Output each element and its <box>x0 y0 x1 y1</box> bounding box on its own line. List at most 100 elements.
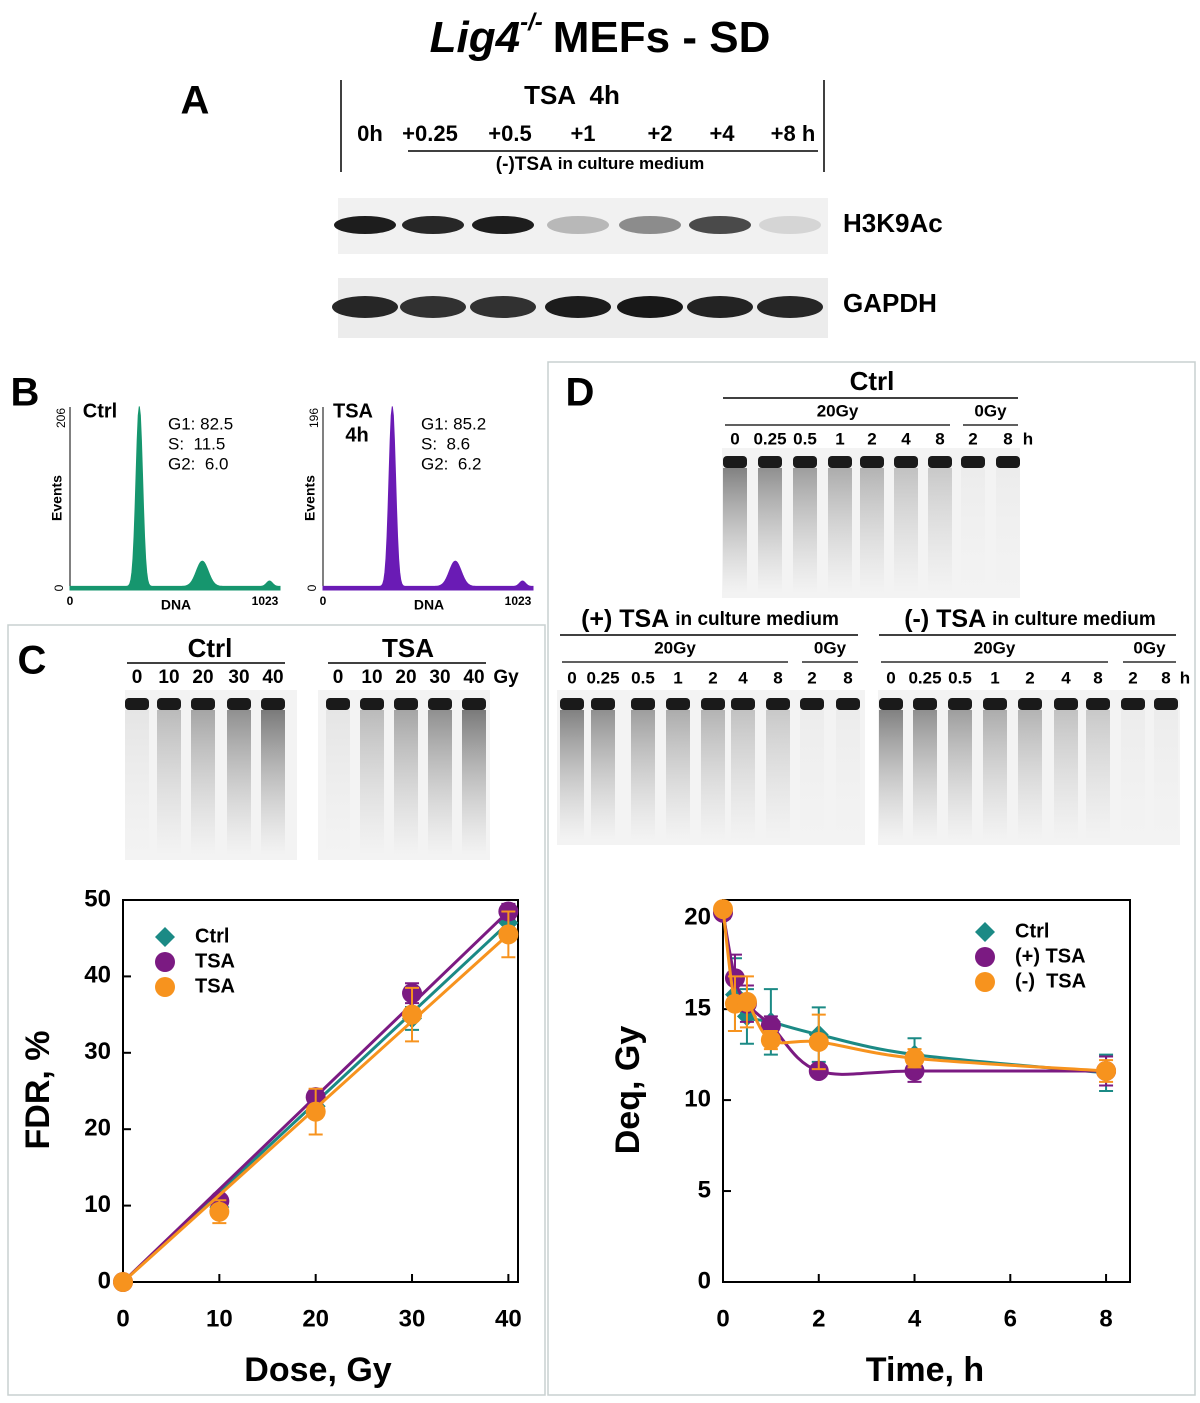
y-tick-label: 20 <box>684 904 711 931</box>
lane-label: 1 <box>835 429 844 448</box>
x-tick-label: 40 <box>495 1305 522 1332</box>
smear <box>191 710 215 855</box>
legend-marker <box>975 922 995 942</box>
smear <box>157 710 181 855</box>
smear <box>879 710 903 840</box>
band <box>687 296 753 318</box>
panel-label: B <box>11 371 40 415</box>
well-band <box>591 698 615 710</box>
band <box>402 216 464 234</box>
smear <box>913 710 937 840</box>
lane-label: 0.5 <box>948 668 972 687</box>
smear <box>1054 710 1078 840</box>
smear <box>723 468 747 593</box>
x-tick-label: 4 <box>908 1305 922 1332</box>
smear <box>961 468 985 593</box>
smear <box>836 710 860 840</box>
well-band <box>394 698 418 710</box>
y-axis-label: Deq, Gy <box>609 1026 647 1155</box>
gel-note: in culture medium <box>992 609 1156 630</box>
panel-label: D <box>566 371 595 415</box>
x-max: 1023 <box>252 594 279 608</box>
legend-marker <box>975 972 995 992</box>
medium-note: in culture medium <box>558 154 704 173</box>
smear <box>948 710 972 840</box>
lane-label: 30 <box>228 667 249 688</box>
marker <box>113 1272 133 1292</box>
band <box>757 296 823 318</box>
lane-label: 0.5 <box>793 429 817 448</box>
legend-label: Ctrl <box>1015 920 1049 942</box>
lane-label: +1 <box>570 121 595 146</box>
smear <box>360 710 384 855</box>
well-band <box>879 698 903 710</box>
gene: Lig4 <box>430 13 520 62</box>
well-band <box>894 456 918 468</box>
band <box>400 296 466 318</box>
band <box>545 296 611 318</box>
y-min: 0 <box>305 584 319 591</box>
smear <box>928 468 952 593</box>
well-band <box>723 456 747 468</box>
legend-label: TSA <box>195 950 235 972</box>
x-tick-label: 8 <box>1099 1305 1112 1332</box>
lane-label: 8 <box>773 668 782 687</box>
legend-label: (-) TSA <box>1015 970 1086 992</box>
smear <box>227 710 251 855</box>
x-tick-label: 20 <box>302 1305 329 1332</box>
marker <box>808 1031 829 1052</box>
stat: G2: 6.2 <box>421 454 481 473</box>
lane-label: 2 <box>1128 668 1137 687</box>
marker <box>498 924 519 945</box>
unit-label: Gy <box>493 667 519 688</box>
well-band <box>948 698 972 710</box>
panel-frame <box>7 624 546 1396</box>
well-band <box>701 698 725 710</box>
stat: S: 8.6 <box>421 434 470 453</box>
well-band <box>462 698 486 710</box>
lane-label: 0 <box>567 668 576 687</box>
smear <box>758 468 782 593</box>
gel-note: in culture medium <box>675 609 839 630</box>
plot-frame <box>722 899 1131 1283</box>
legend-marker <box>155 952 175 972</box>
well-band <box>928 456 952 468</box>
well-band <box>800 698 824 710</box>
x-tick-label: 0 <box>716 1305 729 1332</box>
lane-label: +4 <box>709 121 735 146</box>
x-axis-label: Dose, Gy <box>244 1351 391 1389</box>
well-band <box>996 456 1020 468</box>
y-tick-label: 40 <box>84 962 111 989</box>
treatment: TSA 4h <box>524 80 620 110</box>
lane-label: +2 <box>647 121 672 146</box>
blot-label: H3K9Ac <box>843 208 943 238</box>
marker <box>760 1030 781 1051</box>
y-tick-label: 5 <box>698 1176 711 1203</box>
band <box>759 216 821 234</box>
smear <box>462 710 486 855</box>
smear <box>996 468 1020 593</box>
smear <box>261 710 285 855</box>
well-band <box>983 698 1007 710</box>
gel-title: TSA <box>382 633 434 663</box>
lane-label: 2 <box>807 668 816 687</box>
x-label: DNA <box>161 597 191 613</box>
well-band <box>631 698 655 710</box>
well-band <box>836 698 860 710</box>
well-band <box>666 698 690 710</box>
well-band <box>1154 698 1178 710</box>
dose-label: 0Gy <box>1133 638 1166 657</box>
well-band <box>326 698 350 710</box>
well-band <box>227 698 251 710</box>
lane-label: 8 <box>1161 668 1170 687</box>
x-max: 1023 <box>505 594 532 608</box>
x-tick-label: 6 <box>1004 1305 1017 1332</box>
well-band <box>1018 698 1042 710</box>
x-axis-label: Time, h <box>866 1351 984 1389</box>
lane-label: 1 <box>673 668 682 687</box>
y-tick-label: 50 <box>84 885 111 912</box>
gel-title: (-) TSA in culture medium <box>904 605 1156 633</box>
smear <box>701 710 725 840</box>
y-tick-label: 10 <box>84 1191 111 1218</box>
band <box>547 216 609 234</box>
